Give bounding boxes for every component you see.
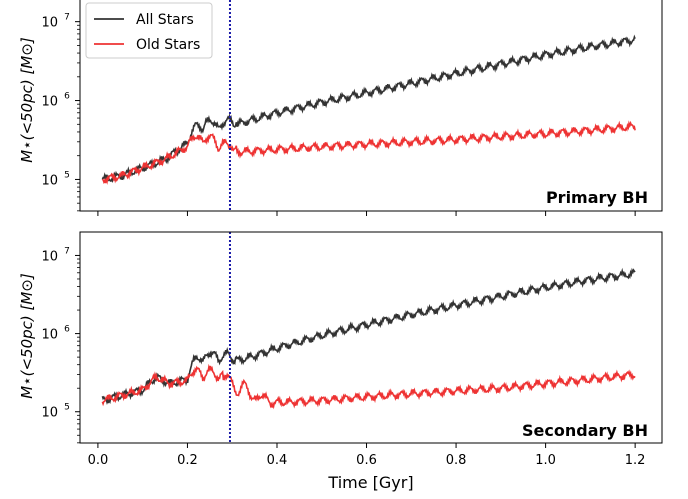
secondary-bh-panel: 0.0 0.2 0.4 0.6 0.8 1.0 1.2 10 5 10 6 10 7 Secondary… (18, 231, 663, 492)
y-tick-label: 10 (41, 173, 58, 188)
primary-bh-label: Primary BH (546, 188, 648, 207)
primary-bh-ylabel: M⋆(<50pc) [M⊙] (18, 37, 36, 163)
y-tick-exponent: 7 (64, 13, 70, 23)
legend: All Stars Old Stars (85, 2, 213, 59)
x-tick-label: 0.6 (356, 453, 377, 468)
x-tick-label: 1.0 (535, 453, 556, 468)
secondary-bh-label: Secondary BH (522, 421, 648, 440)
y-tick-label: 10 (41, 16, 58, 31)
secondary-bh-ylabel: M⋆(<50pc) [M⊙] (18, 273, 36, 399)
primary-bh-panel: 10 5 10 6 10 7 Primary BH M⋆(<50pc) [M⊙] All … (18, 0, 663, 216)
y-tick-label: 10 (41, 95, 58, 110)
series-line-all-stars (101, 267, 636, 406)
series-line-old-stars (101, 120, 636, 185)
y-tick-exponent: 5 (64, 170, 70, 180)
secondary-bh-ticks: 0.0 0.2 0.4 0.6 0.8 1.0 1.2 10 5 10 6 10 7 (41, 246, 645, 468)
primary-bh-plot-lines (101, 0, 636, 211)
series-line-all-stars (101, 34, 636, 183)
x-tick-label: 0.0 (88, 453, 109, 468)
y-tick-exponent: 6 (64, 325, 70, 335)
series-line-old-stars (101, 363, 636, 410)
y-tick-exponent: 6 (64, 92, 70, 102)
x-tick-label: 0.4 (267, 453, 288, 468)
primary-bh-ticks: 10 5 10 6 10 7 (41, 13, 636, 216)
x-tick-label: 0.8 (446, 453, 467, 468)
y-tick-exponent: 5 (64, 403, 70, 413)
x-axis-label: Time [Gyr] (327, 473, 413, 492)
legend-all-stars-label: All Stars (136, 12, 194, 28)
secondary-bh-plot-lines (101, 232, 636, 443)
y-tick-label: 10 (41, 406, 58, 421)
y-tick-exponent: 7 (64, 246, 70, 256)
secondary-bh-axes-frame (79, 231, 663, 444)
legend-old-stars-label: Old Stars (136, 37, 200, 53)
y-tick-label: 10 (41, 249, 58, 264)
y-tick-label: 10 (41, 328, 58, 343)
x-tick-label: 0.2 (177, 453, 198, 468)
x-tick-label: 1.2 (625, 453, 646, 468)
